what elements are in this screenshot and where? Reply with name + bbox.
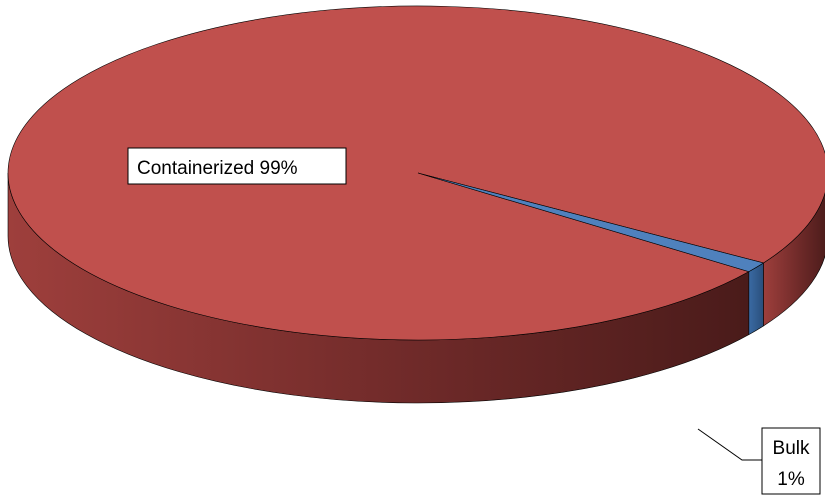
containerized-label-text: Containerized 99% [137, 158, 298, 179]
pie-top [7, 5, 825, 341]
slice-bulk [417, 172, 765, 272]
bulk-label: Bulk 1% [761, 427, 821, 495]
bulk-label-value: 1% [777, 469, 805, 490]
bulk-label-name: Bulk [773, 438, 810, 459]
containerized-label: Containerized 99% [127, 147, 347, 185]
bulk-leader-line [697, 428, 762, 461]
slice-containerized [7, 5, 825, 341]
pie-sides [7, 172, 825, 404]
side-wall-bulk [748, 262, 764, 336]
